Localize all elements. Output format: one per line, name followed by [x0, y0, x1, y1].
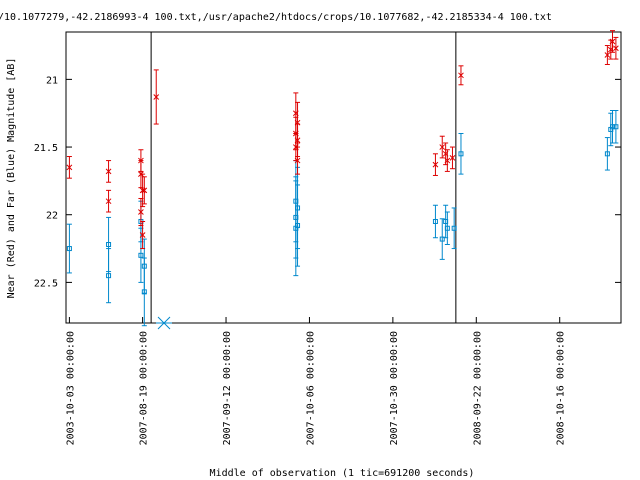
near-series: [66, 30, 619, 250]
far-point: [66, 223, 72, 274]
x-tick-label: 2008-09-22 00:00:00: [472, 331, 483, 445]
far-point: [458, 133, 464, 175]
near-point: [444, 149, 451, 172]
y-tick-label: 21.5: [34, 143, 58, 154]
square-marker: [604, 151, 610, 157]
near-point: [613, 36, 619, 60]
x-marker: [66, 164, 73, 171]
far-point: [439, 218, 445, 260]
chart-title: /10.1077279,-42.2186993-4 100.txt,/usr/a…: [0, 12, 552, 23]
far-point: [432, 204, 438, 239]
x-marker: [444, 157, 451, 164]
square-marker: [66, 246, 72, 252]
far-point: [604, 137, 610, 171]
x-axis-ticks: 2003-10-03 00:00:00 2007-08-19 00:00:00 20…: [65, 317, 567, 445]
square-marker: [439, 236, 445, 242]
square-marker: [451, 225, 457, 231]
far-point: [451, 207, 457, 250]
square-marker: [432, 218, 438, 224]
x-marker: [439, 144, 446, 150]
near-point: [439, 135, 446, 159]
far-point: [293, 180, 299, 277]
x-marker: [105, 168, 112, 175]
segment-breaks: [150, 32, 457, 323]
plot-area: [65, 31, 622, 324]
x-marker: [604, 52, 611, 58]
x-marker: [139, 232, 146, 238]
square-marker: [444, 225, 450, 231]
square-marker: [106, 241, 112, 247]
x-marker: [432, 161, 439, 168]
x-marker: [141, 187, 148, 194]
x-tick-label: 2003-10-03 00:00:00: [65, 331, 76, 445]
x-marker: [458, 72, 464, 79]
y-axis-label: Near (Red) and Far (Blue) Magnitude [AB]: [6, 58, 17, 299]
y-tick-label: 22.5: [34, 278, 58, 289]
x-marker: [105, 198, 112, 205]
far-point: [106, 248, 112, 304]
x-marker: [613, 45, 619, 52]
y-axis-ticks: 21 21.5 22 22.5: [34, 75, 621, 289]
square-marker: [458, 151, 464, 157]
near-point: [141, 176, 148, 205]
x-marker: [294, 157, 301, 164]
near-point: [449, 146, 456, 170]
x-tick-label: 2008-10-16 00:00:00: [556, 331, 567, 445]
x-tick-label: 2007-08-19 00:00:00: [139, 331, 150, 445]
x-marker: [449, 155, 456, 161]
far-point: [141, 257, 147, 327]
x-tick-label: 2007-09-12 00:00:00: [222, 331, 233, 445]
x-axis-marker-icon: [156, 316, 172, 330]
far-series: [66, 110, 619, 327]
near-point: [294, 146, 301, 175]
x-marker: [138, 209, 144, 215]
near-point: [105, 189, 112, 213]
x-marker: [153, 94, 160, 100]
near-point: [604, 45, 611, 65]
y-tick-label: 21: [46, 75, 58, 86]
far-point: [444, 211, 450, 245]
near-point: [105, 160, 112, 183]
x-marker: [609, 38, 616, 45]
near-point: [458, 65, 464, 86]
x-tick-label: 2007-10-30 00:00:00: [389, 331, 400, 445]
far-point: [613, 110, 619, 144]
near-point: [609, 30, 616, 53]
x-tick-label: 2007-10-06 00:00:00: [305, 331, 316, 445]
near-point: [432, 153, 439, 176]
y-tick-label: 22: [46, 211, 58, 222]
square-marker: [293, 225, 299, 231]
square-marker: [613, 124, 619, 130]
x-axis-label: Middle of observation (1 tic=691200 seco…: [210, 468, 475, 479]
square-marker: [141, 289, 147, 295]
square-marker: [138, 252, 144, 258]
square-marker: [106, 273, 112, 279]
near-point: [139, 220, 146, 250]
near-point: [66, 156, 73, 179]
near-point: [153, 69, 160, 125]
square-marker: [609, 124, 615, 130]
